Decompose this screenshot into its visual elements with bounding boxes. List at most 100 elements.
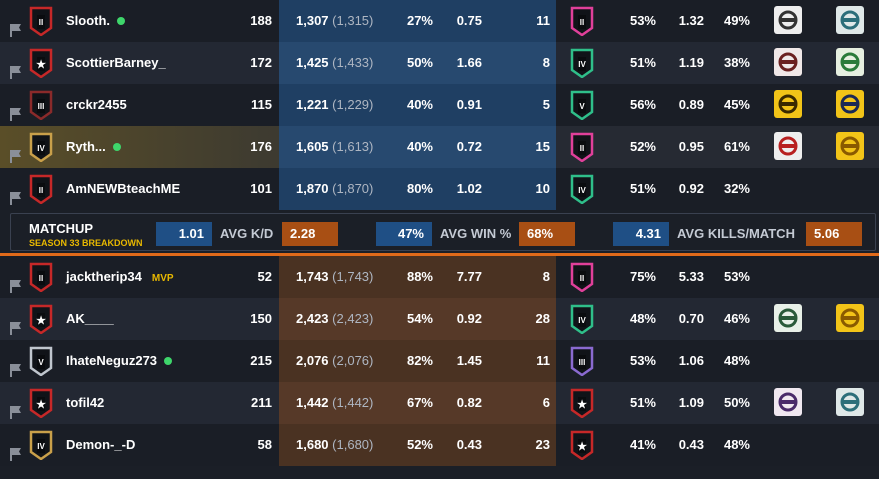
kills-count: 8 <box>542 269 550 284</box>
mmr-peak: (1,870) <box>332 181 374 196</box>
player-level: 211 <box>251 395 272 410</box>
svg-text:II: II <box>580 274 584 283</box>
player-row[interactable]: V IhateNeguz273 215 2,076 (2,076) 82% 1.45 11 I… <box>0 340 879 382</box>
player-name-label: Ryth... <box>66 139 106 154</box>
mmr-peak: (2,076) <box>332 353 374 368</box>
player-mmr: 2,423 (2,423) <box>296 298 373 340</box>
player-mmr: 2,076 (2,076) <box>296 340 373 382</box>
mmr-peak: (2,423) <box>332 311 374 326</box>
svg-text:★: ★ <box>577 441 587 453</box>
op-mask-icon <box>774 48 802 76</box>
report-flag-icon[interactable] <box>8 55 24 79</box>
player-level: 188 <box>250 13 272 28</box>
stats-panel <box>279 298 556 340</box>
win-rate: 27% <box>406 13 433 28</box>
report-flag-icon[interactable] <box>8 353 24 377</box>
player-name[interactable]: ScottierBarney_ <box>66 42 166 84</box>
report-flag-icon[interactable] <box>8 395 24 419</box>
season-rank-icon: III <box>569 346 595 377</box>
svg-text:II: II <box>39 274 43 283</box>
season-headshot: 50% <box>723 395 750 410</box>
player-name[interactable]: crckr2455 <box>66 84 127 126</box>
win-rate: 67% <box>406 395 433 410</box>
mmr-current: 1,743 <box>296 269 329 284</box>
report-flag-icon[interactable] <box>8 181 24 205</box>
season-kd: 0.92 <box>678 181 704 196</box>
mmr-peak: (1,442) <box>332 395 374 410</box>
season-win-rate: 53% <box>629 13 656 28</box>
svg-text:III: III <box>38 102 45 111</box>
report-flag-icon[interactable] <box>8 269 24 293</box>
season-headshot: 45% <box>723 97 750 112</box>
player-mmr: 1,307 (1,315) <box>296 0 373 42</box>
mmr-current: 1,605 <box>296 139 329 154</box>
kills-count: 11 <box>536 13 550 28</box>
kills-count: 23 <box>535 437 550 452</box>
season-headshot: 32% <box>723 181 750 196</box>
player-name[interactable]: Demon-_-D <box>66 424 135 466</box>
player-row[interactable]: ★ AK____ 150 2,423 (2,423) 54% 0.92 28 IV 48% 0.7… <box>0 298 879 340</box>
report-flag-icon[interactable] <box>8 97 24 121</box>
rank-badge-icon: III <box>28 90 54 121</box>
player-mmr: 1,743 (1,743) <box>296 256 373 298</box>
win-rate: 52% <box>406 437 433 452</box>
season-win-rate: 52% <box>629 139 656 154</box>
op-wings-icon <box>774 304 802 332</box>
season-rank-icon: ★ <box>569 388 595 419</box>
kd-ratio: 1.45 <box>456 353 482 368</box>
player-name[interactable]: jacktherip34 MVP <box>66 256 174 298</box>
player-name[interactable]: tofil42 <box>66 382 104 424</box>
season-kd: 0.43 <box>678 437 704 452</box>
player-row[interactable]: III crckr2455 115 1,221 (1,229) 40% 0.91 5 V 56%… <box>0 84 879 126</box>
player-name[interactable]: Ryth... <box>66 126 121 168</box>
season-kd: 1.32 <box>678 13 704 28</box>
player-name-label: tofil42 <box>66 395 105 410</box>
player-name-label: jacktherip34 <box>66 269 142 284</box>
win-rate: 54% <box>406 311 433 326</box>
player-name[interactable]: Slooth. <box>66 0 126 42</box>
report-flag-icon[interactable] <box>8 311 24 335</box>
report-flag-icon[interactable] <box>8 139 24 163</box>
report-flag-icon[interactable] <box>8 13 24 37</box>
player-mmr: 1,605 (1,613) <box>296 126 373 168</box>
win-rate: 40% <box>406 139 433 154</box>
player-row[interactable]: ★ tofil42 211 1,442 (1,442) 67% 0.82 6 ★ 51% 1.09… <box>0 382 879 424</box>
svg-text:V: V <box>579 102 585 111</box>
kd-ratio: 7.77 <box>456 269 482 284</box>
kd-ratio: 1.02 <box>456 181 482 196</box>
mmr-current: 1,307 <box>296 13 329 28</box>
player-row[interactable]: IV Ryth... 176 1,605 (1,613) 40% 0.72 15 II 52% 0… <box>0 126 879 168</box>
matchup-box: MATCHUP SEASON 33 BREAKDOWN 1.01 AVG K/D… <box>10 213 876 251</box>
kills-count: 5 <box>542 97 550 112</box>
rank-badge-icon: IV <box>28 430 54 461</box>
season-kd: 0.95 <box>678 139 704 154</box>
player-row[interactable]: ★ ScottierBarney_ 172 1,425 (1,433) 50% 1.66 8… <box>0 42 879 84</box>
season-win-rate: 75% <box>629 269 656 284</box>
mmr-peak: (1,743) <box>332 269 374 284</box>
player-name[interactable]: AK____ <box>66 298 114 340</box>
stats-panel <box>279 382 556 424</box>
player-row[interactable]: II Slooth. 188 1,307 (1,315) 27% 0.75 11 II 53% 1… <box>0 0 879 42</box>
player-row[interactable]: II jacktherip34 MVP 52 1,743 (1,743) 88% 7.77 8… <box>0 256 879 298</box>
season-kd: 1.09 <box>678 395 704 410</box>
svg-text:II: II <box>39 18 43 27</box>
avg-kd-label: AVG K/D <box>220 226 274 241</box>
rank-badge-icon: ★ <box>28 388 54 419</box>
player-name-label: IhateNeguz273 <box>66 353 158 368</box>
team-divider <box>0 253 879 256</box>
online-indicator-icon <box>117 16 126 25</box>
season-kd: 5.33 <box>678 269 704 284</box>
report-flag-icon[interactable] <box>8 437 24 461</box>
season-win-rate: 51% <box>629 395 656 410</box>
season-kd: 1.06 <box>678 353 704 368</box>
kd-ratio: 0.72 <box>456 139 482 154</box>
mmr-current: 1,870 <box>296 181 329 196</box>
player-row[interactable]: IV Demon-_-D 58 1,680 (1,680) 52% 0.43 23 ★ 41% 0… <box>0 424 879 466</box>
win-rate: 80% <box>406 181 433 196</box>
player-name[interactable]: IhateNeguz273 <box>66 340 173 382</box>
season-win-rate: 41% <box>629 437 656 452</box>
player-name[interactable]: AmNEWBteachME <box>66 168 180 210</box>
player-row[interactable]: II AmNEWBteachME 101 1,870 (1,870) 80% 1.02 10… <box>0 168 879 210</box>
player-name-label: Demon-_-D <box>66 437 136 452</box>
online-indicator-icon <box>112 142 121 151</box>
